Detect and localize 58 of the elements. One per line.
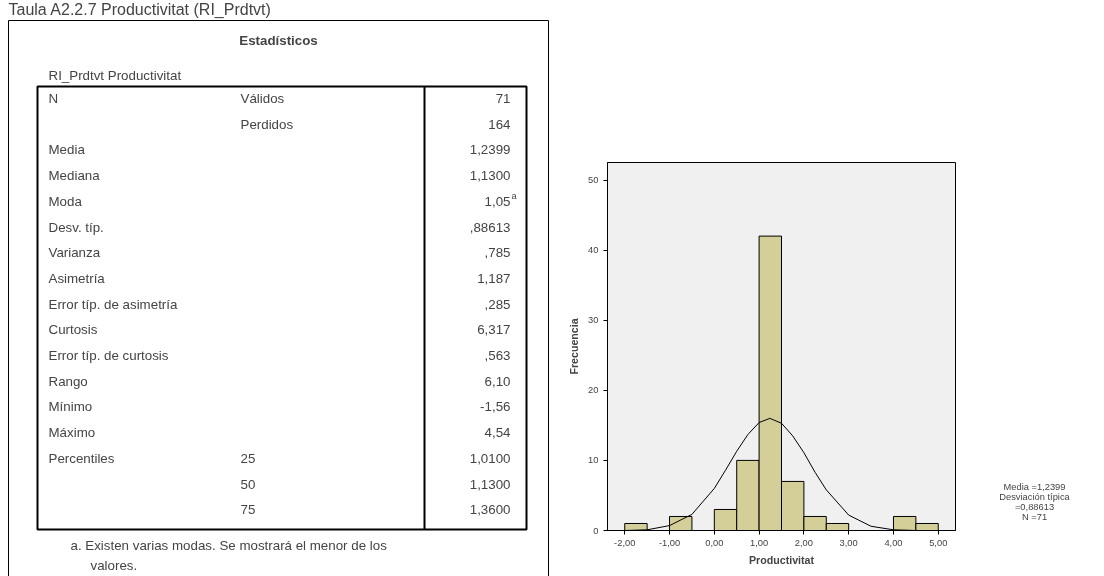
- category-label: Moda: [48, 193, 83, 209]
- text: 1,1300: [469, 168, 511, 184]
- text: 6,10: [484, 373, 511, 389]
- category-label: Perdidos: [240, 116, 294, 132]
- text: 4,54: [484, 425, 511, 441]
- x-tick-label: 5,00: [929, 537, 948, 548]
- text: 1,2399: [469, 142, 511, 158]
- text: 164: [488, 116, 511, 132]
- y-tick-label: 0: [593, 525, 599, 536]
- category-label: 50: [240, 476, 256, 492]
- text: 6,317: [477, 322, 511, 338]
- text: Taula A2.2.7 Productivitat (RI_Prdtvt): [8, 1, 271, 19]
- text: a. Existen varias modas. Se mostrará el menor de los valores.: [70, 537, 388, 573]
- text: 1,3600: [469, 502, 511, 518]
- text: 1,187: [477, 270, 511, 286]
- text: 1,1300: [469, 476, 511, 492]
- category-label: Error típ. de curtosis: [48, 348, 169, 363]
- category-label: 25: [240, 450, 256, 466]
- y-tick-label: 40: [588, 245, 599, 256]
- text: ,88613: [469, 219, 511, 235]
- x-tick-label: 0,00: [705, 537, 724, 548]
- category-label: Error típ. de asimetría: [48, 296, 178, 312]
- text: Estadísticos: [239, 33, 318, 48]
- x-axis-title: Productivitat: [748, 553, 815, 566]
- category-label: Válidos: [240, 91, 285, 106]
- text: RI_Prdtvt Productivitat: [48, 68, 182, 83]
- y-axis-title: Frecuencia: [568, 318, 581, 375]
- category-label: Mediana: [48, 168, 101, 184]
- text: ,285: [484, 296, 511, 312]
- x-tick-label: -1,00: [658, 537, 681, 548]
- text: ,785: [484, 245, 511, 261]
- text: Desviación típica =0,88613: [999, 491, 1071, 512]
- category-label: Curtosis: [48, 322, 98, 338]
- y-tick-label: 30: [588, 315, 599, 326]
- text: -1,56: [480, 399, 511, 415]
- category-label: Varianza: [48, 245, 101, 261]
- x-tick-label: -2,00: [614, 537, 636, 548]
- text: ,563: [484, 348, 511, 363]
- category-label: N: [48, 91, 59, 106]
- y-tick-label: 50: [588, 175, 599, 186]
- y-tick-label: 10: [588, 455, 599, 466]
- category-label: Rango: [48, 373, 88, 389]
- x-tick-label: 4,00: [884, 537, 903, 548]
- category-label: 75: [240, 502, 256, 518]
- x-tick-label: 2,00: [794, 537, 813, 548]
- category-label: Desv. típ.: [48, 219, 104, 235]
- y-tick-label: 20: [588, 385, 599, 396]
- x-tick-label: 3,00: [839, 537, 858, 548]
- x-tick-label: 1,00: [750, 537, 769, 548]
- text: N =71: [1021, 511, 1048, 522]
- category-label: Asimetría: [48, 270, 106, 286]
- category-label: Mínimo: [48, 399, 93, 415]
- category-label: Máximo: [48, 425, 96, 441]
- text: 71: [495, 91, 511, 106]
- category-label: Media: [48, 142, 86, 158]
- category-label: Percentiles: [48, 450, 115, 466]
- text: 1,0100: [469, 450, 511, 466]
- text: Media =1,2399: [1003, 481, 1066, 492]
